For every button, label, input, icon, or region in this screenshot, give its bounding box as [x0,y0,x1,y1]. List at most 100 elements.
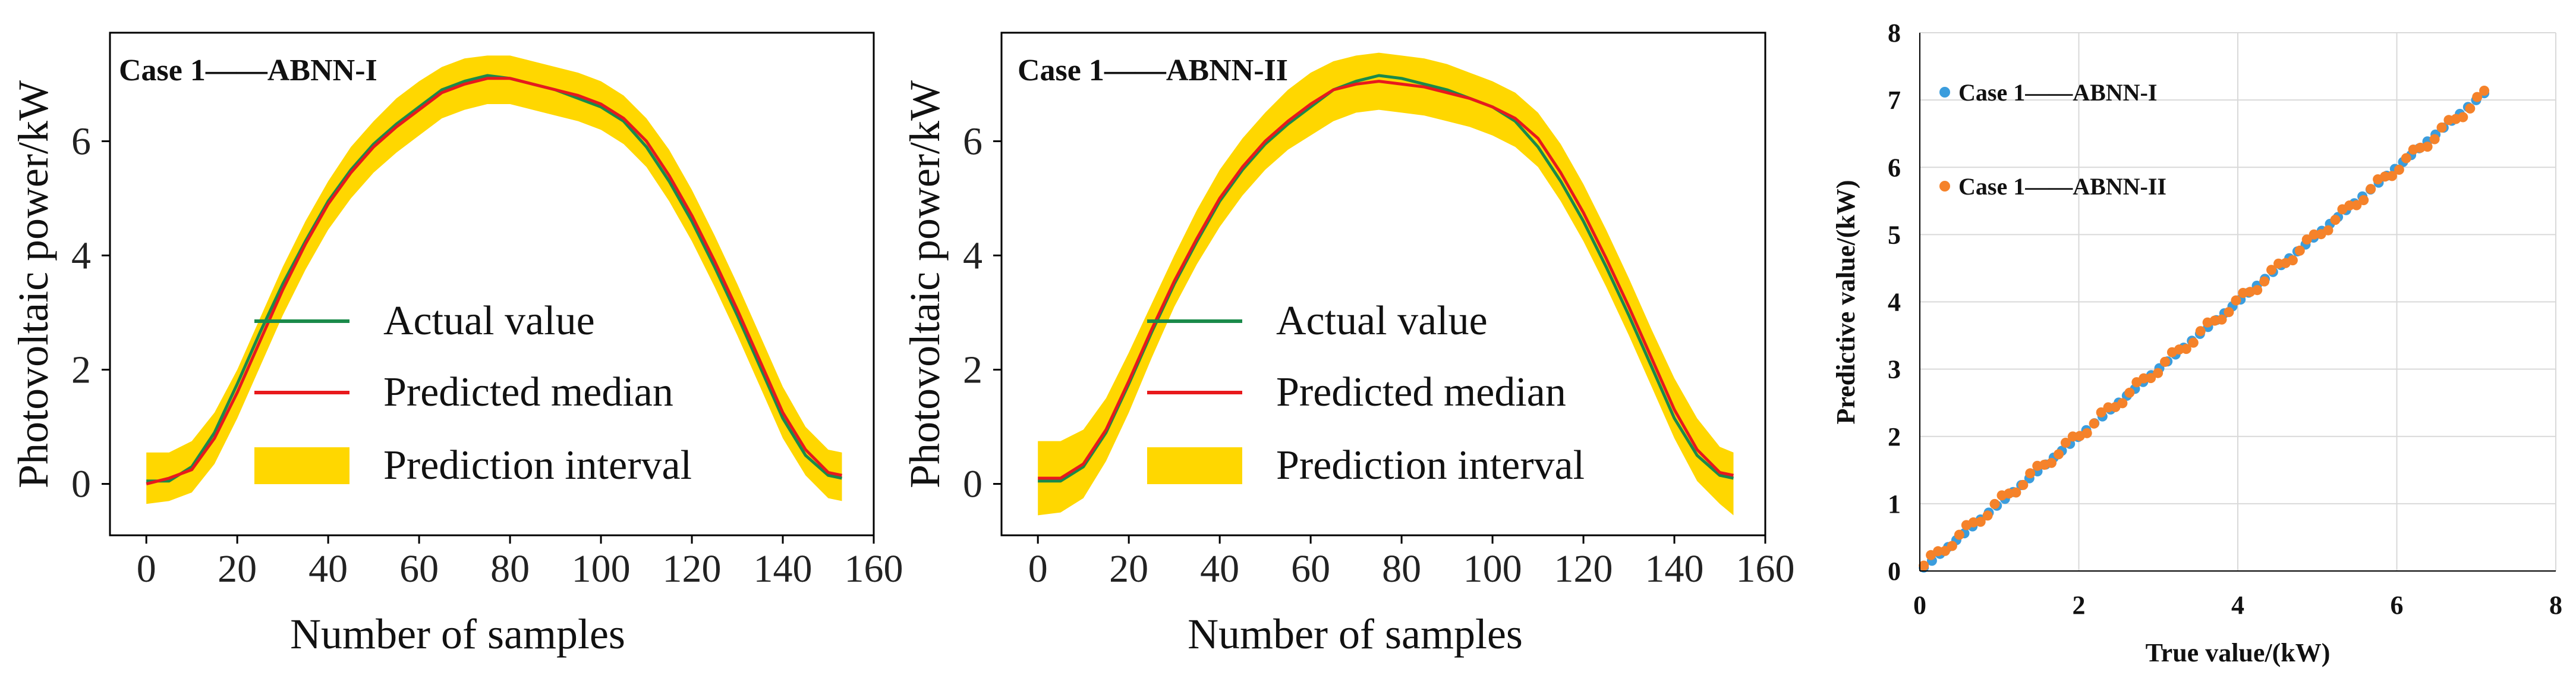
x-tick-label: 160 [1736,547,1795,591]
scatter-chart: 0 2 4 6 8 0 1 2 3 4 5 6 7 8 True value/(kW) Predictiv… [1831,18,2562,667]
y-axis-label: Photovoltaic power/kW [10,80,57,488]
x-tick-label: 0 [1913,591,1926,620]
legend-label-interval: Prediction interval [1276,443,1585,488]
scatter-point [1989,498,2000,509]
x-tick-label: 80 [490,547,530,591]
x-tick-label: 60 [1291,547,1330,591]
case-label: Case 1——ABNN-I [119,54,377,87]
actual-value-line [146,74,843,483]
scatter-point [2323,225,2333,236]
x-tick-label: 120 [663,547,722,591]
actual-value-line [1038,74,1734,483]
prediction-interval-band [146,55,842,504]
scatter-point [2011,487,2021,498]
x-tick-label: 40 [308,547,348,591]
legend-label-median: Predicted median [383,369,673,415]
y-tick-label: 5 [1888,220,1901,249]
x-tick-label: 100 [1463,547,1522,591]
scatter-point [1975,516,1986,527]
legend: Actual value Predicted median Prediction… [1147,298,1585,488]
scatter-point [2124,387,2135,398]
y-tick-label: 4 [71,234,91,277]
y-tick-label: 0 [963,463,982,506]
plot-frame [1000,32,1766,536]
x-tick-label: 80 [1382,547,1421,591]
predicted-median-line [146,77,843,486]
scatter-point [2436,122,2447,133]
case-label: Case 1——ABNN-II [1018,54,1288,87]
scatter-point [2153,368,2164,378]
y-tick-label: 0 [71,463,91,506]
y-tick-label: 7 [1888,86,1901,115]
scatter-point [1919,560,1929,571]
legend-label-actual: Actual value [383,298,595,344]
legend: Actual value Predicted median Prediction… [254,298,692,488]
x-tick-label: 140 [754,547,813,591]
scatter-point [2429,134,2440,145]
scatter-point [2294,245,2305,256]
scatter-point [2458,112,2468,123]
scatter-point [1940,545,1950,556]
scatter-point [1947,541,1957,551]
y-tick-label: 2 [1888,422,1901,451]
scatter-point [2266,265,2276,275]
legend-swatch-interval [1147,447,1242,484]
scatter-point [2060,437,2071,448]
scatter-point [2394,164,2404,175]
scatter-point [2181,344,2191,354]
y-tick-label: 4 [1888,288,1901,317]
scatter-point [2139,373,2149,384]
y-tick-label: 1 [1888,490,1901,519]
legend-label-abnn-1: Case 1——ABNN-I [1958,79,2157,106]
scatter-point [2358,195,2369,205]
x-tick-label: 100 [572,547,631,591]
legend-marker-abnn-1 [1939,87,1950,98]
x-tick-label: 60 [399,547,439,591]
scatter-point [1933,546,1944,557]
legend-label-median: Predicted median [1276,369,1566,415]
scatter-point [2259,276,2270,287]
scatter-point [2472,92,2483,102]
scatter-point [2103,402,2114,413]
scatter-point [2479,86,2490,96]
scatter-point [2330,215,2341,225]
y-tick-label: 3 [1888,355,1901,384]
y-tick-label: 4 [963,234,982,277]
scatter-point [2401,153,2411,164]
x-tick-label: 6 [2391,591,2404,620]
scatter-point [2351,200,2362,211]
line-chart-abnn-1: 0 20 40 60 80 100 120 140 160 0 2 4 6 Case 1——ABNN-I… [10,32,903,658]
x-tick-label: 20 [1109,547,1148,591]
x-tick-label: 20 [218,547,257,591]
scatter-point [2046,457,2057,468]
x-tick-label: 2 [2073,591,2086,620]
scatter-point [2081,428,2092,438]
x-tick-label: 0 [1028,547,1048,591]
x-axis-label: True value/(kW) [2146,638,2331,667]
scatter-point [2160,356,2170,367]
y-tick-label: 6 [1888,153,1901,182]
scatter-point [2224,307,2234,318]
x-axis-label: Number of samples [290,610,625,658]
y-tick-label: 0 [1888,557,1901,586]
y-tick-label: 2 [963,349,982,392]
y-tick-label: 8 [1888,18,1901,48]
y-tick-label: 6 [963,120,982,163]
scatter-point [2025,468,2036,479]
scatter-point [2422,142,2433,152]
x-tick-label: 140 [1645,547,1704,591]
scatter-point [2054,449,2064,460]
legend: Case 1——ABNN-I Case 1——ABNN-II [1939,79,2166,200]
scatter-point [2301,234,2312,245]
y-axis-label: Photovoltaic power/kW [901,80,949,488]
x-tick-label: 8 [2549,591,2562,620]
legend-label-actual: Actual value [1276,298,1488,344]
y-tick-label: 6 [71,120,91,163]
scatter-point [2089,418,2099,429]
scatter-point [2309,229,2319,240]
line-chart-abnn-2: 0 20 40 60 80 100 120 140 160 0 2 4 6 Case 1——ABNN-I… [901,32,1795,658]
scatter-point [1982,510,1993,521]
legend-label-interval: Prediction interval [383,443,692,488]
scatter-point [2387,171,2397,181]
